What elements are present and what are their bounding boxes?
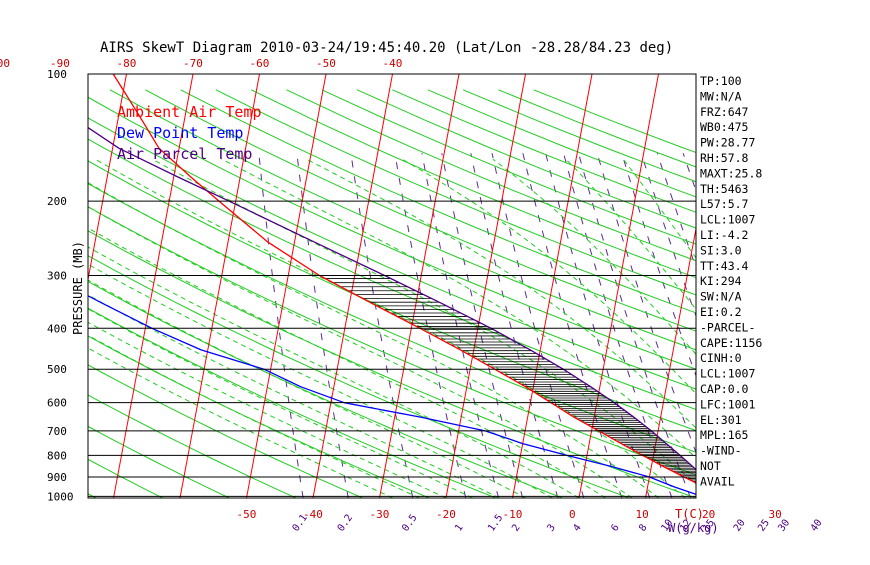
mixing-ratio-tick-label: 8 [637,522,649,533]
pressure-tick-label: 900 [47,471,67,484]
stability-index-label: WB0:475 [700,120,748,134]
bottom-temp-tick-label: -20 [436,508,456,521]
dry-adiabat-line [287,90,870,498]
stability-index-label: -PARCEL- [700,320,755,334]
mixing-ratio-line [351,153,413,498]
bottom-temp-tick-label: 10 [636,508,649,521]
mixing-ratio-tick-label: 4 [571,522,583,533]
isotherm-line [513,74,593,498]
mixing-ratio-tick-label: 0.5 [400,513,419,534]
stability-index-label: LCL:1007 [700,367,755,381]
dry-adiabat-line [251,90,870,498]
mixing-ratio-line [395,153,466,498]
top-temp-tick-label: -50 [316,57,336,70]
stability-index-label: AVAIL [700,474,735,488]
pressure-tick-label: 300 [47,270,67,283]
bottom-temp-tick-label: -50 [237,508,257,521]
stability-index-label: EI:0.2 [700,305,742,319]
y-axis-label: PRESSURE (MB) [71,241,85,335]
stability-index-label: TT:43.4 [700,259,749,273]
legend-entry: Ambient Air Temp [117,103,262,121]
pressure-tick-label: 1000 [47,490,74,503]
legend-entry: Air Parcel Temp [117,145,252,163]
stability-index-label: NOT [700,459,721,473]
stability-index-label: SI:3.0 [700,243,742,257]
chart-title: AIRS SkewT Diagram 2010-03-24/19:45:40.2… [100,40,673,56]
stability-index-label: KI:294 [700,274,742,288]
isotherm-line [779,74,859,498]
stability-index-label: MW:N/A [700,89,742,103]
stability-index-label: TP:100 [700,74,742,88]
stability-index-label: TH:5463 [700,182,749,196]
stability-index-label: EL:301 [700,413,742,427]
stability-index-label: MAXT:25.8 [700,166,762,180]
mixing-ratio-tick-label: 0.2 [336,513,355,534]
mixing-ratio-tick-label: 1 [453,522,465,533]
mixing-ratio-tick-label: 3 [545,522,557,533]
stability-index-label: LFC:1001 [700,397,755,411]
stability-index-label: RH:57.8 [700,151,749,165]
stability-index-label: MPL:165 [700,428,748,442]
dry-adiabat-line [145,90,870,498]
stability-index-label: -WIND- [700,444,742,458]
mixing-ratio-tick-label: 40 [809,518,825,534]
stability-index-label: PW:28.77 [700,136,755,150]
stability-index-label: SW:N/A [700,290,742,304]
pressure-tick-label: 100 [47,68,67,81]
isotherm-line [446,74,526,498]
stability-index-label: CAPE:1156 [700,336,762,350]
pressure-tick-label: 500 [47,363,67,376]
bottom-temp-tick-label: 0 [569,508,576,521]
stability-index-label: L57:5.7 [700,197,749,211]
stability-index-label: LI:-4.2 [700,228,748,242]
mixing-ratio-line [523,153,622,498]
dry-adiabat-line [428,90,870,498]
stability-index-label: LCL:1007 [700,213,755,227]
mixing-ratio-tick-label: 6 [609,522,621,533]
pressure-tick-label: 400 [47,322,67,335]
pressure-tick-label: 800 [47,449,67,462]
temp-unit-label: T(C) [675,507,704,521]
legend: Ambient Air Temp Dew Point Temp Air Parcel… [117,103,262,163]
dry-adiabat-line [392,90,870,498]
top-temp-tick-label: -40 [383,57,403,70]
top-temp-tick-label: -100 [0,57,10,70]
mixing-ratio-tick-label: 2 [510,522,522,533]
profile-series [0,74,725,498]
mixing-unit-label: W(g/kg) [668,521,719,535]
pressure-tick-label: 600 [47,397,67,410]
bottom-temp-tick-label: -10 [503,508,523,521]
mixing-ratio-line [492,153,584,498]
legend-entry: Dew Point Temp [117,124,243,142]
mixing-ratio-tick-label: 20 [732,518,748,534]
bottom-temp-tick-label: -30 [370,508,390,521]
bottom-temp-tick-label: 30 [769,508,782,521]
pressure-tick-label: 200 [47,195,67,208]
pressure-tick-label: 700 [47,425,67,438]
stability-index-label: CAP:0.0 [700,382,749,396]
top-temp-tick-label: -60 [250,57,270,70]
pressure-tick-labels: 100 200 300 400 500 600 700 800 900 1000 [47,68,74,503]
stability-index-label: CINH:0 [700,351,742,365]
stability-index-label: FRZ:647 [700,105,749,119]
series-line-dew-point-temp [0,74,715,498]
top-temp-tick-label: -70 [183,57,203,70]
isotherm-line [380,74,460,498]
isotherm-line [845,74,870,498]
top-temp-tick-label: -80 [117,57,137,70]
